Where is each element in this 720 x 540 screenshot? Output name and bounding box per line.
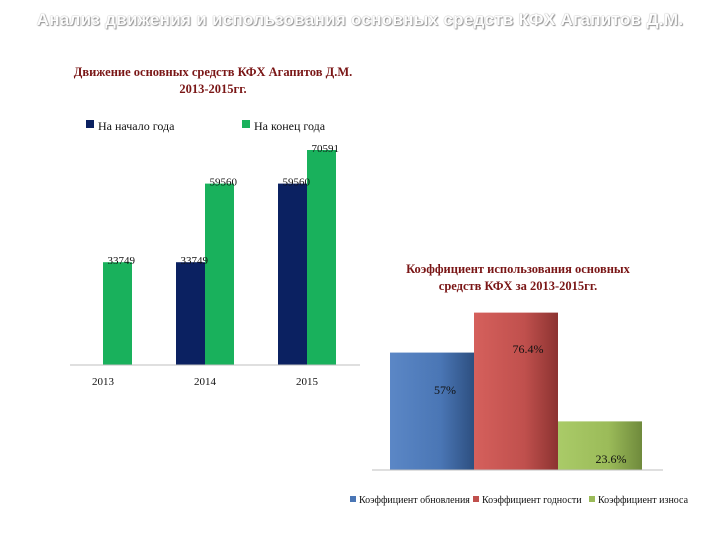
chart1-legend: На начало года На конец года <box>86 119 326 133</box>
bar-renewal <box>390 352 474 470</box>
value-label-2014-end: 59560 <box>210 177 238 189</box>
page-title: Анализ движения и использования основных… <box>36 10 684 29</box>
coefficient-chart: Коэффициент использования основных средс… <box>350 262 689 506</box>
movement-chart: Движение основных средств КФХ Агапитов Д… <box>70 65 360 388</box>
chart2-title-line1: Коэффициент использования основных <box>406 262 631 276</box>
chart1-value-labels: 33749 33749 59560 59560 70591 <box>108 143 340 267</box>
chart2-value-labels: 57% 76.4% 23.6% <box>434 342 627 466</box>
chart1-bars <box>103 150 336 365</box>
bar-2013-end <box>103 262 132 365</box>
bar-fitness <box>474 312 558 470</box>
chart2-legend: Коэффициент обновления Коэффициент годно… <box>350 495 689 506</box>
value-label-wear: 23.6% <box>596 452 627 466</box>
x-tick-2013: 2013 <box>92 376 115 388</box>
chart1-title-line1: Движение основных средств КФХ Агапитов Д… <box>74 65 353 79</box>
legend-swatch-renewal <box>350 496 356 502</box>
value-label-renewal: 57% <box>434 383 456 397</box>
legend-swatch-start <box>86 120 94 128</box>
bar-2015-end <box>307 150 336 365</box>
legend-label-fitness: Коэффициент годности <box>482 495 582 506</box>
x-tick-2014: 2014 <box>194 376 217 388</box>
value-label-2015-end: 70591 <box>312 143 340 155</box>
chart1-x-ticks: 2013 2014 2015 <box>92 376 319 388</box>
legend-label-end: На конец года <box>254 119 326 133</box>
chart2-title-line2: средств КФХ за 2013-2015гг. <box>439 279 597 293</box>
legend-label-start: На начало года <box>98 119 175 133</box>
bar-2014-start <box>176 262 205 365</box>
chart2-bars <box>390 312 642 470</box>
legend-label-wear: Коэффициент износа <box>598 495 689 506</box>
legend-label-renewal: Коэффициент обновления <box>359 495 470 506</box>
bar-2014-end <box>205 183 234 365</box>
value-label-2013-end: 33749 <box>108 255 136 267</box>
value-label-2014-start: 33749 <box>181 255 209 267</box>
legend-swatch-wear <box>589 496 595 502</box>
value-label-2015-start: 59560 <box>283 177 311 189</box>
legend-swatch-end <box>242 120 250 128</box>
chart1-title-line2: 2013-2015гг. <box>179 82 246 96</box>
bar-2015-start <box>278 183 307 365</box>
legend-swatch-fitness <box>473 496 479 502</box>
value-label-fitness: 76.4% <box>513 342 544 356</box>
x-tick-2015: 2015 <box>296 376 319 388</box>
bar-wear <box>558 421 642 470</box>
